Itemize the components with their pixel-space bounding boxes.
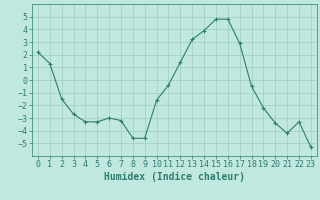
X-axis label: Humidex (Indice chaleur): Humidex (Indice chaleur) [104, 172, 245, 182]
